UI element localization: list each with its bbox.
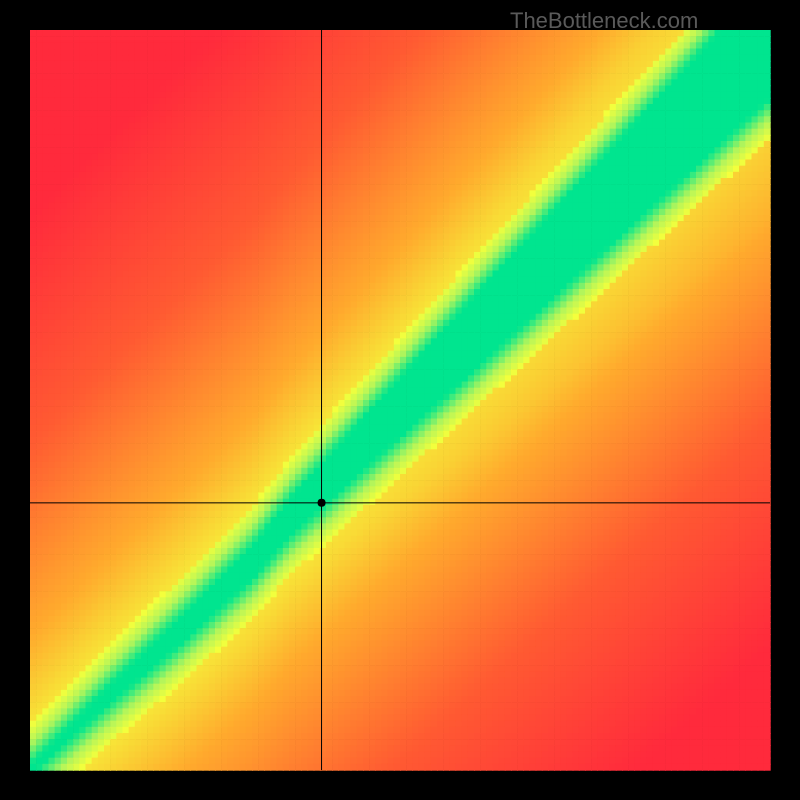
bottleneck-heatmap [0, 0, 800, 800]
chart-container: TheBottleneck.com [0, 0, 800, 800]
watermark-text: TheBottleneck.com [510, 8, 698, 34]
